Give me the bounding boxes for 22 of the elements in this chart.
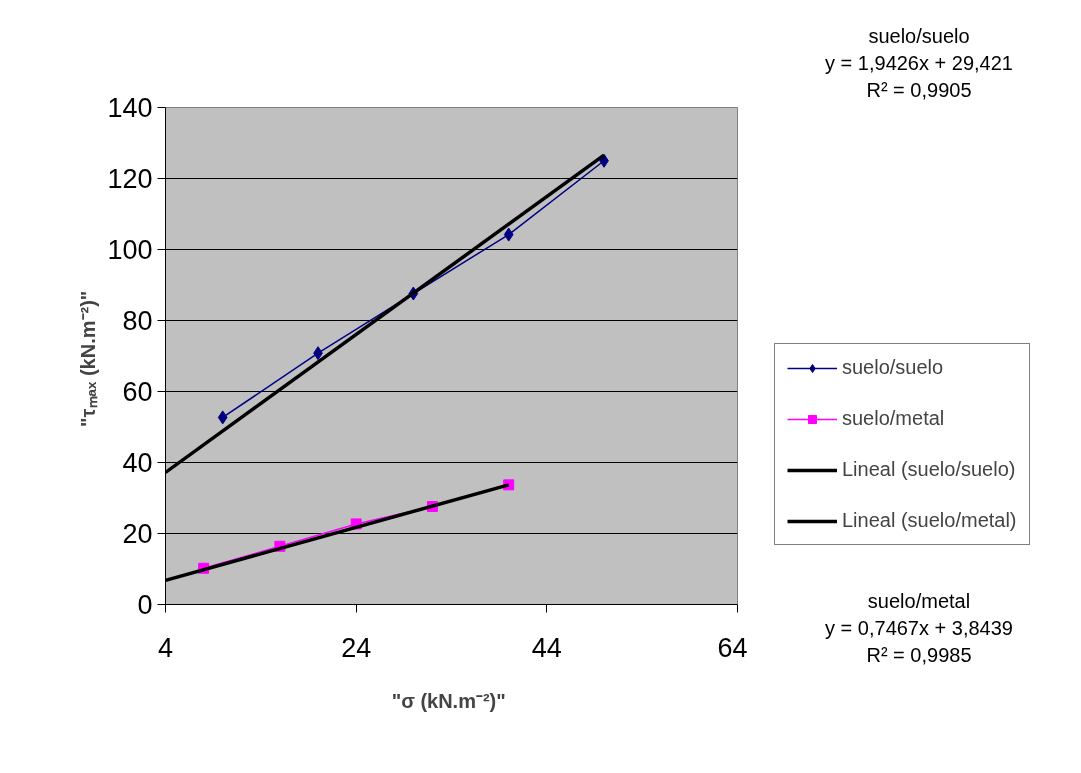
legend-label: Lineal (suelo/suelo) xyxy=(842,458,1016,481)
y-tick-label: 140 xyxy=(107,93,153,123)
y-tick-label: 20 xyxy=(122,519,153,549)
x-tick-label: 64 xyxy=(717,632,748,663)
y-tick-label: 120 xyxy=(107,164,153,194)
legend-label: Lineal (suelo/metal) xyxy=(842,509,1017,532)
y-tick-label: 80 xyxy=(122,306,153,336)
text: suelo/suelo y = 1,9426x + 29,421 R² = 0,9905 xyxy=(825,24,1013,103)
legend-label: suelo/suelo xyxy=(842,356,944,379)
legend-label: suelo/metal xyxy=(842,407,945,430)
y-tick-label: 100 xyxy=(107,235,153,265)
point xyxy=(503,227,514,242)
y-axis-title: "τₘₐₓ (kN.m⁻²)" xyxy=(77,290,100,427)
y-tick-label: 40 xyxy=(122,448,153,478)
x-tick-label: 44 xyxy=(531,632,562,663)
x-axis-title: "σ (kN.m⁻²)" xyxy=(391,689,506,712)
x-tick-label: 4 xyxy=(157,632,174,663)
y-tick-label: 60 xyxy=(122,377,153,407)
y-tick-label: 0 xyxy=(137,590,153,620)
text: suelo/metal y = 0,7467x + 3,8439 R² = 0,9985 xyxy=(825,589,1013,668)
x-tick-label: 24 xyxy=(341,632,372,663)
point xyxy=(217,410,228,425)
